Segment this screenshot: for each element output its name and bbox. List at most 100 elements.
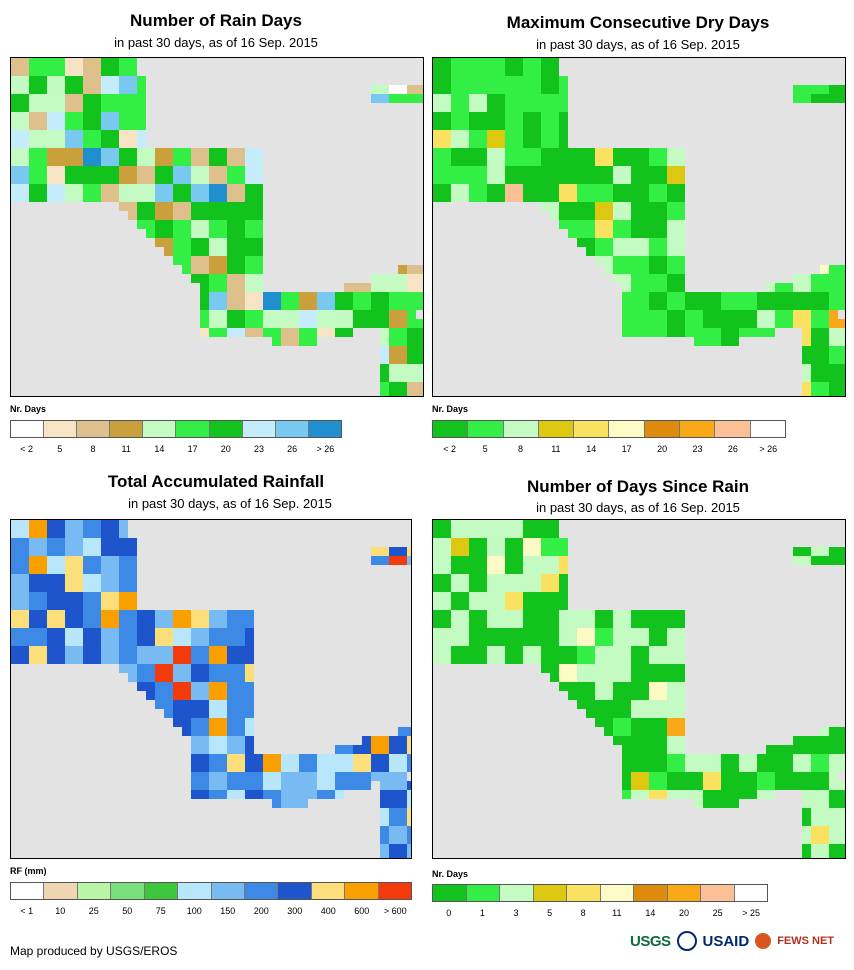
legend-swatch <box>715 421 751 437</box>
legend-swatch <box>500 885 534 901</box>
legend-tick-label: 23 <box>253 444 265 454</box>
legend-tick-label: 20 <box>220 444 231 454</box>
legend-tick-label: 8 <box>517 444 524 454</box>
legend-tick-label: 26 <box>287 444 298 454</box>
map-raster <box>433 58 845 396</box>
fews-sun-icon <box>755 933 772 949</box>
map-days-since-rain <box>432 519 846 859</box>
legend-swatch <box>77 883 112 899</box>
legend-tick-label: 8 <box>580 908 586 918</box>
legend-swatch <box>209 421 243 437</box>
panel-3-subtitle: in past 30 days, as of 16 Sep. 2015 <box>128 496 332 511</box>
panel-2-legend-label: Nr. Days <box>432 404 469 414</box>
legend-swatch <box>378 883 412 899</box>
legend-swatch <box>11 883 45 899</box>
legend-tick-label: 600 <box>354 906 370 916</box>
legend-swatch <box>144 883 179 899</box>
legend-tick-label: 17 <box>621 444 632 454</box>
legend-swatch <box>143 421 177 437</box>
legend-tick-label: < 1 <box>20 906 34 916</box>
legend-tick-label: 150 <box>220 906 236 916</box>
legend-swatch <box>734 885 767 901</box>
panel-1-title: Number of Rain Days <box>130 11 302 30</box>
legend-swatch <box>680 421 716 437</box>
legend-tick-label: 26 <box>727 444 738 454</box>
legend-tick-label: 14 <box>154 444 165 454</box>
map-raster <box>433 520 845 858</box>
legend-swatch <box>77 421 111 437</box>
legend-tick-label: 5 <box>57 444 63 454</box>
legend-tick-label: 100 <box>186 906 202 916</box>
legend-swatch <box>466 885 500 901</box>
legend-swatch <box>311 883 346 899</box>
legend-swatch <box>701 885 735 901</box>
legend-tick-label: 14 <box>586 444 597 454</box>
legend-tick-label: 20 <box>657 444 668 454</box>
legend-swatch <box>574 421 610 437</box>
legend-tick-label: 1 <box>479 908 485 918</box>
legend-tick-label: 5 <box>547 908 553 918</box>
panel-1-legend <box>10 420 342 438</box>
legend-tick-label: 25 <box>712 908 723 918</box>
panel-2-subtitle: in past 30 days, as of 16 Sep. 2015 <box>536 37 740 52</box>
legend-tick-label: 300 <box>287 906 303 916</box>
legend-swatch <box>44 883 78 899</box>
legend-swatch <box>275 421 309 437</box>
legend-swatch <box>244 883 279 899</box>
panel-4-legend <box>432 884 768 902</box>
credit-text: Map produced by USGS/EROS <box>10 944 178 958</box>
legend-tick-label: 11 <box>121 444 131 454</box>
panel-4-legend-label: Nr. Days <box>432 869 469 879</box>
legend-tick-label: 11 <box>551 444 561 454</box>
panel-4-subtitle: in past 30 days, as of 16 Sep. 2015 <box>536 500 740 515</box>
legend-swatch <box>433 885 467 901</box>
panel-1-subtitle: in past 30 days, as of 16 Sep. 2015 <box>114 35 318 50</box>
partner-logos: USGS USAID FEWS NET <box>630 931 834 951</box>
legend-swatch <box>567 885 601 901</box>
panel-3-title: Total Accumulated Rainfall <box>107 472 325 491</box>
legend-tick-label: 20 <box>678 908 690 918</box>
legend-tick-label: > 600 <box>383 906 407 916</box>
legend-tick-label: 14 <box>645 908 656 918</box>
legend-tick-label: 0 <box>446 908 452 918</box>
legend-swatch <box>278 883 312 899</box>
map-raster <box>11 520 411 858</box>
map-raster <box>11 58 423 396</box>
legend-tick-label: < 2 <box>443 444 457 454</box>
panel-4-title: Number of Days Since Rain <box>526 477 749 496</box>
legend-swatch <box>533 885 567 901</box>
panel-2-legend <box>432 420 786 438</box>
legend-swatch <box>667 885 701 901</box>
legend-tick-label: < 2 <box>20 444 33 454</box>
legend-swatch <box>433 421 469 437</box>
legend-tick-label: 3 <box>513 908 519 918</box>
legend-swatch <box>44 421 78 437</box>
legend-swatch <box>211 883 245 899</box>
panel-3-legend <box>10 882 412 900</box>
map-rain-days <box>10 57 424 397</box>
legend-swatch <box>609 421 645 437</box>
map-max-dry-days <box>432 57 846 397</box>
legend-swatch <box>644 421 681 437</box>
map-total-rainfall <box>10 519 412 859</box>
legend-tick-label: > 26 <box>759 444 778 454</box>
legend-tick-label: > 25 <box>742 908 761 918</box>
legend-tick-label: 200 <box>253 906 269 916</box>
legend-swatch <box>11 421 45 437</box>
legend-swatch <box>503 421 539 437</box>
panel-1-legend-label: Nr. Days <box>10 404 47 414</box>
panel-3-legend-label: RF (mm) <box>10 866 47 876</box>
legend-tick-label: 75 <box>155 906 166 916</box>
legend-swatch <box>600 885 634 901</box>
legend-tick-label: 8 <box>90 444 96 454</box>
legend-tick-label: 5 <box>482 444 488 454</box>
legend-tick-label: 400 <box>320 906 336 916</box>
usaid-logo: USAID <box>702 932 750 950</box>
legend-swatch <box>634 885 668 901</box>
legend-tick-label: 11 <box>612 908 622 918</box>
legend-tick-label: > 26 <box>316 444 335 454</box>
legend-swatch <box>176 421 210 437</box>
legend-swatch <box>750 421 785 437</box>
legend-tick-label: 17 <box>187 444 198 454</box>
usgs-logo: USGS <box>630 932 671 950</box>
